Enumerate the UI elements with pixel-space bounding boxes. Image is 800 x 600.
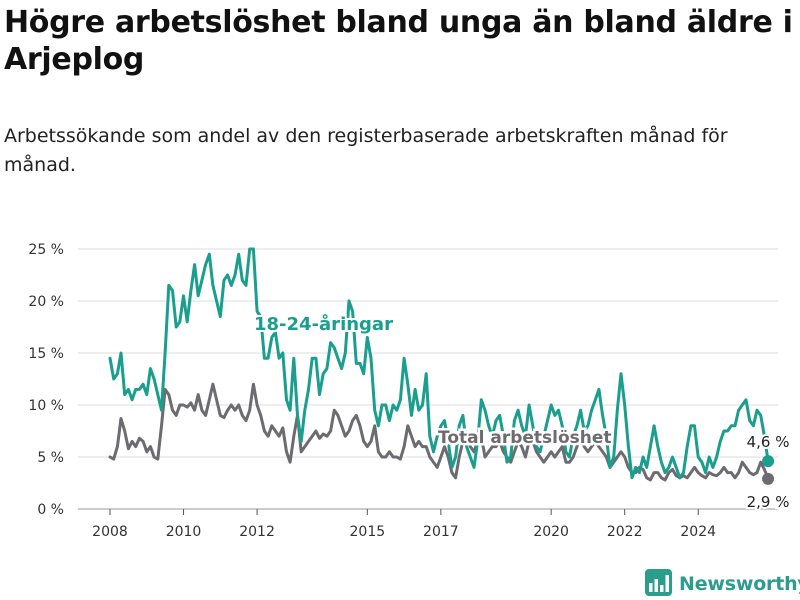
series-label-total: Total arbetslöshet [438,428,612,448]
y-tick-label: 15 % [28,346,64,362]
series-label-youth: 18-24-åringar [254,313,393,335]
x-tick-label: 2017 [423,524,459,540]
x-tick-label: 2024 [680,524,716,540]
series-line-total [108,382,770,482]
x-tick-label: 2012 [239,524,275,540]
x-tick-label: 2020 [533,524,569,540]
x-tick-label: 2008 [92,524,128,540]
end-point-total [762,472,775,485]
series-lines [108,247,775,485]
series-line-youth [108,247,770,480]
x-tick-label: 2022 [607,524,643,540]
chart-subtitle: Arbetssökande som andel av den registerb… [4,125,728,176]
y-tick-label: 0 % [37,502,64,518]
x-tick-label: 2010 [166,524,202,540]
y-tick-label: 25 % [28,242,64,258]
axes: 0 % 5 % 10 % 15 % 20 % 25 % 2008 2010 2012 2015 20… [28,242,716,540]
y-tick-label: 20 % [28,294,64,310]
end-value-label-youth: 4,6 % [747,433,790,451]
y-tick-label: 10 % [28,398,64,414]
chart-title: Högre arbetslöshet bland unga än bland ä… [4,5,793,77]
end-point-youth [762,455,775,468]
brand-name: Newsworthy [679,573,800,595]
x-tick-label: 2015 [350,524,386,540]
newsworthy-brand: Newsworthy [645,568,800,600]
end-value-label-total: 2,9 % [747,493,790,511]
y-tick-label: 5 % [37,450,64,466]
newsworthy-logo-icon [645,568,672,600]
series-labels: 4,6 % 2,9 % 18-24-åringar Total arbetslöshe… [252,311,792,513]
